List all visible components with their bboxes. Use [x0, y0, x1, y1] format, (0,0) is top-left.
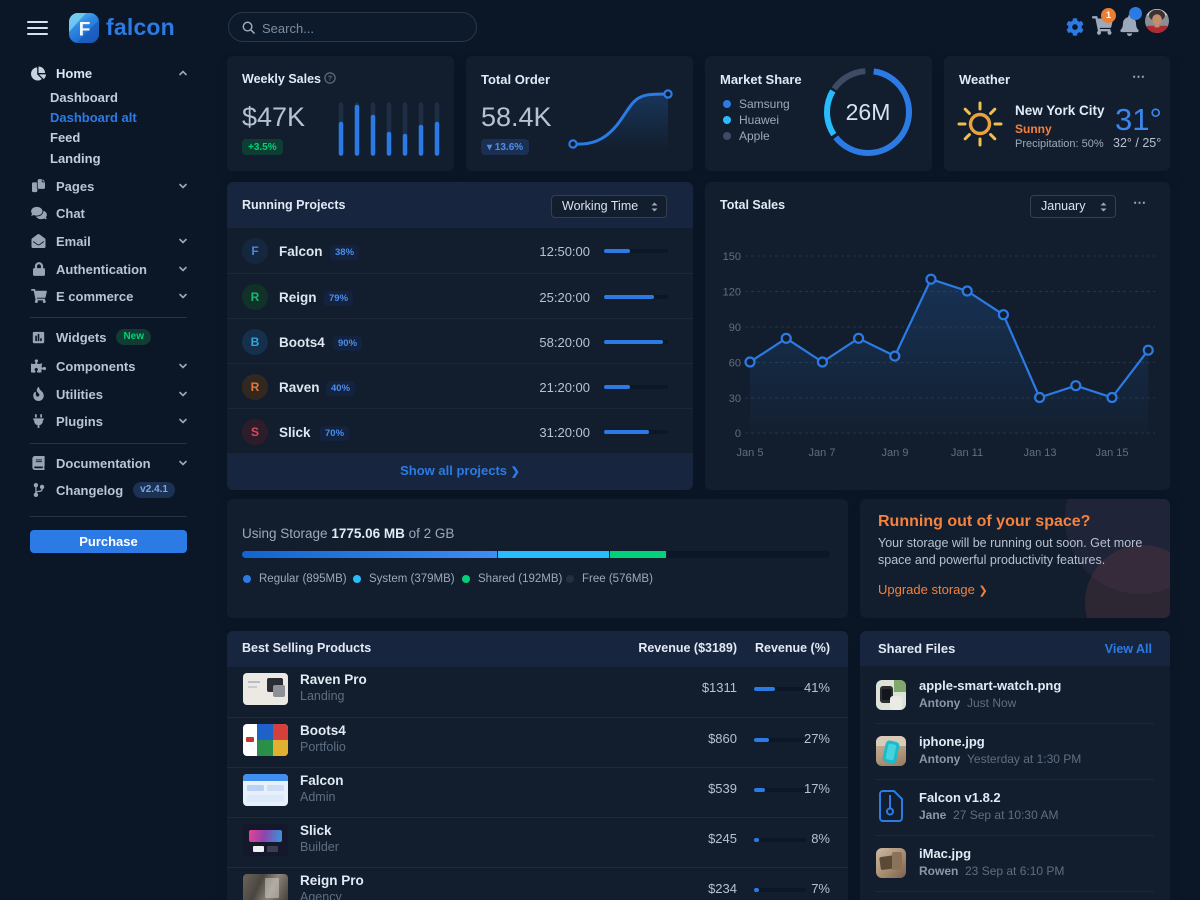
svg-text:F: F [79, 20, 91, 41]
svg-text:Jan 5: Jan 5 [737, 447, 764, 459]
svg-text:Jan 9: Jan 9 [882, 447, 909, 459]
svg-text:0: 0 [735, 428, 741, 440]
svg-text:60: 60 [729, 358, 741, 370]
svg-text:Jan 7: Jan 7 [809, 447, 836, 459]
svg-text:Jan 15: Jan 15 [1095, 447, 1128, 459]
svg-text:30: 30 [729, 393, 741, 405]
svg-text:90: 90 [729, 322, 741, 334]
svg-text:26M: 26M [846, 99, 891, 125]
svg-text:120: 120 [723, 287, 741, 299]
svg-text:?: ? [328, 74, 333, 83]
svg-text:Jan 11: Jan 11 [951, 447, 983, 459]
svg-text:Jan 13: Jan 13 [1023, 447, 1056, 459]
svg-text:150: 150 [723, 251, 741, 263]
